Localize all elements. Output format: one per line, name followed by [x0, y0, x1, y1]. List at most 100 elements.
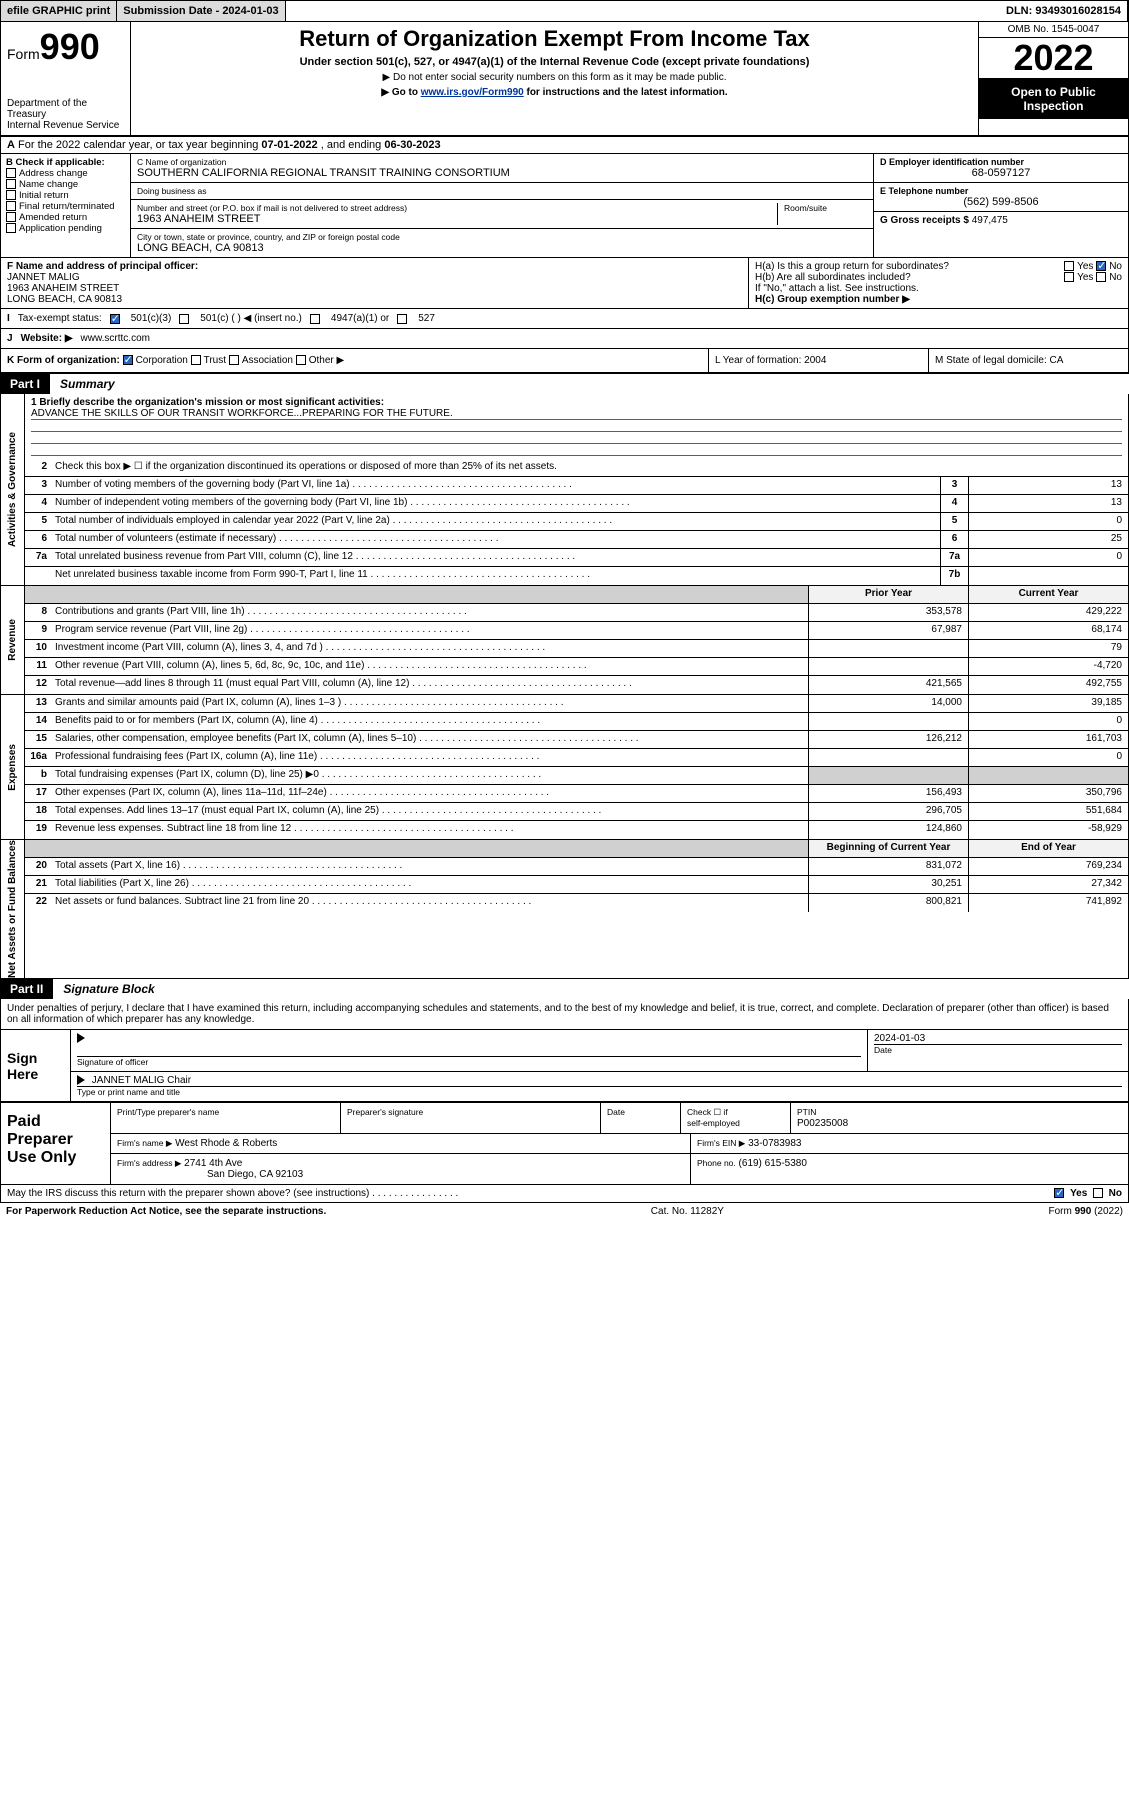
form-subtitle: Under section 501(c), 527, or 4947(a)(1)… [139, 56, 970, 68]
row-a-tax-year: A For the 2022 calendar year, or tax yea… [0, 135, 1129, 154]
row-j-website: J Website: ▶ www.scrttc.com [0, 329, 1129, 349]
col-prior-year: Prior Year [808, 586, 968, 603]
summary-line: 6Total number of volunteers (estimate if… [25, 531, 1128, 549]
checkbox-item[interactable]: Initial return [6, 190, 125, 201]
col-b-checkboxes: B Check if applicable: Address changeNam… [1, 154, 131, 257]
summary-line: bTotal fundraising expenses (Part IX, co… [25, 767, 1128, 785]
mission-label: 1 Briefly describe the organization's mi… [31, 397, 1122, 408]
summary-line: 18Total expenses. Add lines 13–17 (must … [25, 803, 1128, 821]
summary-line: 16aProfessional fundraising fees (Part I… [25, 749, 1128, 767]
col-c-org: C Name of organization SOUTHERN CALIFORN… [131, 154, 873, 257]
firm-name: West Rhode & Roberts [175, 1138, 277, 1149]
col-current-year: Current Year [968, 586, 1128, 603]
phone-value: (562) 599-8506 [880, 196, 1122, 208]
efile-print-button[interactable]: efile GRAPHIC print [1, 1, 117, 21]
side-revenue: Revenue [1, 586, 25, 694]
checkbox-item[interactable]: Address change [6, 168, 125, 179]
firm-phone: (619) 615-5380 [739, 1158, 807, 1169]
summary-line: 4Number of independent voting members of… [25, 495, 1128, 513]
form-title: Return of Organization Exempt From Incom… [139, 26, 970, 52]
city-label: City or town, state or province, country… [137, 232, 867, 242]
summary-line: 20Total assets (Part X, line 16) 831,072… [25, 858, 1128, 876]
row-i-tax-status: I Tax-exempt status: 501(c)(3) 501(c) ( … [0, 309, 1129, 329]
form-header: Form990 Department of the Treasury Inter… [0, 22, 1129, 135]
gross-receipts-value: 497,475 [972, 215, 1008, 226]
col-de: D Employer identification number 68-0597… [873, 154, 1128, 257]
h-a: H(a) Is this a group return for subordin… [755, 261, 1122, 272]
mission-text: ADVANCE THE SKILLS OF OUR TRANSIT WORKFO… [31, 408, 1122, 420]
addr-label: Number and street (or P.O. box if mail i… [137, 203, 777, 213]
room-label: Room/suite [784, 203, 867, 213]
col-eoy: End of Year [968, 840, 1128, 857]
line-2: Check this box ▶ ☐ if the organization d… [51, 459, 1128, 476]
arrow-icon [77, 1075, 85, 1085]
website-value: www.scrttc.com [81, 333, 150, 344]
form-note-link: ▶ Go to www.irs.gov/Form990 for instruct… [139, 87, 970, 98]
ptin-value: P00235008 [797, 1118, 848, 1129]
submission-date: Submission Date - 2024-01-03 [117, 1, 285, 21]
summary-line: Net unrelated business taxable income fr… [25, 567, 1128, 585]
checkbox-item[interactable]: Final return/terminated [6, 201, 125, 212]
irs-link[interactable]: www.irs.gov/Form990 [421, 87, 524, 98]
officer-addr2: LONG BEACH, CA 90813 [7, 294, 742, 305]
org-name-label: C Name of organization [137, 157, 867, 167]
paid-preparer-label: Paid Preparer Use Only [1, 1103, 111, 1184]
h-b: H(b) Are all subordinates included? Yes … [755, 272, 1122, 283]
officer-label: F Name and address of principal officer: [7, 261, 742, 272]
form-note-ssn: ▶ Do not enter social security numbers o… [139, 72, 970, 83]
block-bcdeg: B Check if applicable: Address changeNam… [0, 154, 1129, 258]
summary-line: 5Total number of individuals employed in… [25, 513, 1128, 531]
summary-line: 13Grants and similar amounts paid (Part … [25, 695, 1128, 713]
phone-label: E Telephone number [880, 186, 1122, 196]
summary-line: 9Program service revenue (Part VIII, lin… [25, 622, 1128, 640]
year-formation: L Year of formation: 2004 [708, 349, 928, 372]
row-klm: K Form of organization: Corporation Trus… [0, 349, 1129, 374]
irs-discuss-row: May the IRS discuss this return with the… [0, 1185, 1129, 1203]
state-domicile: M State of legal domicile: CA [928, 349, 1128, 372]
sig-officer-label: Signature of officer [77, 1057, 148, 1067]
ein-label: D Employer identification number [880, 157, 1122, 167]
officer-addr1: 1963 ANAHEIM STREET [7, 283, 742, 294]
summary-line: 22Net assets or fund balances. Subtract … [25, 894, 1128, 912]
sig-date: 2024-01-03 [874, 1033, 1122, 1044]
summary-line: 7aTotal unrelated business revenue from … [25, 549, 1128, 567]
col-boy: Beginning of Current Year [808, 840, 968, 857]
sig-date-label: Date [874, 1045, 892, 1055]
side-expenses: Expenses [1, 695, 25, 839]
perjury-text: Under penalties of perjury, I declare th… [1, 999, 1128, 1030]
firm-ein: 33-0783983 [748, 1138, 801, 1149]
checkbox-item[interactable]: Amended return [6, 212, 125, 223]
side-net-assets: Net Assets or Fund Balances [1, 840, 25, 978]
paid-preparer-block: Paid Preparer Use Only Print/Type prepar… [0, 1103, 1129, 1185]
officer-name: JANNET MALIG [7, 272, 742, 283]
gross-receipts-label: G Gross receipts $ [880, 215, 969, 226]
tax-year: 2022 [979, 38, 1128, 79]
summary-line: 19Revenue less expenses. Subtract line 1… [25, 821, 1128, 839]
firm-addr2: San Diego, CA 92103 [207, 1169, 303, 1180]
summary-line: 15Salaries, other compensation, employee… [25, 731, 1128, 749]
checkbox-item[interactable]: Application pending [6, 223, 125, 234]
page-footer: For Paperwork Reduction Act Notice, see … [0, 1203, 1129, 1220]
street-address: 1963 ANAHEIM STREET [137, 213, 777, 225]
summary-line: 12Total revenue—add lines 8 through 11 (… [25, 676, 1128, 694]
irs-label: Internal Revenue Service [7, 120, 124, 131]
dln: DLN: 93493016028154 [286, 1, 1128, 21]
row-f-h: F Name and address of principal officer:… [0, 258, 1129, 309]
summary-table: Activities & Governance 1 Briefly descri… [0, 394, 1129, 979]
arrow-icon [77, 1033, 85, 1043]
summary-line: 14Benefits paid to or for members (Part … [25, 713, 1128, 731]
form-number: Form990 [7, 26, 124, 68]
sign-here-label: Sign Here [1, 1030, 71, 1101]
summary-line: 17Other expenses (Part IX, column (A), l… [25, 785, 1128, 803]
summary-line: 10Investment income (Part VIII, column (… [25, 640, 1128, 658]
summary-line: 11Other revenue (Part VIII, column (A), … [25, 658, 1128, 676]
city-value: LONG BEACH, CA 90813 [137, 242, 867, 254]
part-i-header: Part I Summary [0, 374, 1129, 394]
org-name: SOUTHERN CALIFORNIA REGIONAL TRANSIT TRA… [137, 167, 867, 179]
checkbox-item[interactable]: Name change [6, 179, 125, 190]
typed-name-label: Type or print name and title [77, 1087, 180, 1097]
firm-addr1: 2741 4th Ave [184, 1158, 242, 1169]
summary-line: 8Contributions and grants (Part VIII, li… [25, 604, 1128, 622]
dept-treasury: Department of the Treasury [7, 98, 124, 120]
side-governance: Activities & Governance [1, 394, 25, 585]
